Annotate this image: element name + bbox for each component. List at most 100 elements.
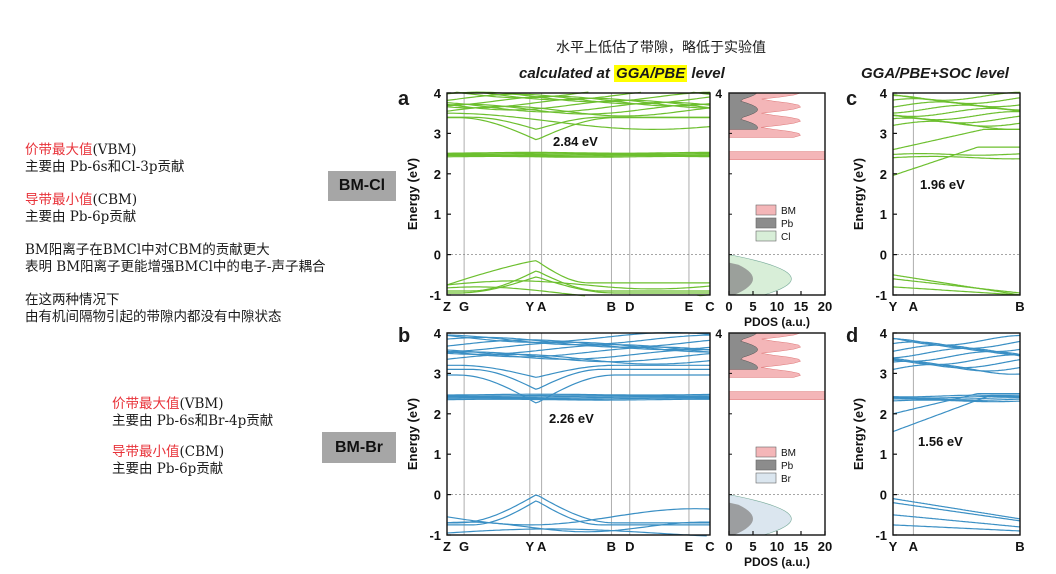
header-gga-pbe: calculated at GGA/PBE level <box>519 65 725 82</box>
band-line <box>892 354 1021 366</box>
pdos-bm-flat <box>728 391 826 400</box>
top-note: 水平上低估了带隙，略低于实验值 <box>556 40 766 56</box>
header-prefix: calculated at <box>519 65 615 82</box>
panel-label-d: d <box>846 325 859 347</box>
kpoint-label: G <box>459 299 469 314</box>
y-tick-label: -1 <box>429 528 441 543</box>
band-line <box>447 334 710 346</box>
band-line <box>447 116 710 130</box>
band-line <box>447 393 711 396</box>
y-tick-label: 2 <box>434 407 441 422</box>
y-tick-label: 0 <box>434 488 441 503</box>
x-tick-label: 20 <box>818 539 832 554</box>
cbm-title-br: 导带最小值 <box>112 444 180 460</box>
band-line <box>892 498 1021 520</box>
band-line <box>447 368 710 390</box>
cbm-desc-br: 主要由 Pb-6p贡献 <box>112 461 224 477</box>
legend-swatch <box>755 230 777 242</box>
band-line <box>446 280 711 290</box>
plot-frame <box>892 92 1021 296</box>
vbm-title-br: 价带最大值 <box>112 396 180 412</box>
legend-swatch <box>755 446 777 458</box>
lower-notes: 价带最大值(VBM) 主要由 Pb-6s和Br-4p贡献 导带最小值(CBM) … <box>112 396 273 478</box>
pdos-pb-valence <box>729 502 753 535</box>
kpoint-label: C <box>705 299 715 314</box>
band-line <box>447 396 711 399</box>
band-line <box>892 146 1020 176</box>
legend-swatch <box>755 459 777 471</box>
x-tick-label: 20 <box>818 299 832 314</box>
left-notes: 价带最大值(VBM) 主要由 Pb-6s和Cl-3p贡献 导带最小值(CBM) … <box>25 142 326 326</box>
legend-label: BM <box>781 206 796 217</box>
cbm-desc: 主要由 Pb-6p贡献 <box>25 209 137 225</box>
y-tick-label: -1 <box>875 528 887 543</box>
band-line <box>447 276 710 294</box>
x-tick-label: 5 <box>749 299 756 314</box>
band-line <box>892 344 1020 356</box>
y-tick-label: 4 <box>880 326 888 341</box>
vbm-title: 价带最大值 <box>25 142 93 158</box>
x-tick-label: 15 <box>794 539 808 554</box>
band-line <box>892 363 1021 375</box>
band-line <box>446 344 711 355</box>
kpoint-label: Z <box>443 299 451 314</box>
x-axis-label: PDOS (a.u.) <box>744 555 810 569</box>
band-line <box>446 339 711 351</box>
y-tick-label: 2 <box>434 167 441 182</box>
pdos-panel-a-pdos: 0 5 10 15 20 PDOS (a.u.) BM Pb Cl 4 <box>715 87 832 329</box>
y-tick-label: 2 <box>880 407 887 422</box>
y-tick-label: 0 <box>880 488 887 503</box>
x-axis-label: PDOS (a.u.) <box>744 315 810 329</box>
band-line <box>447 364 710 378</box>
y-tick-label: 4 <box>434 326 442 341</box>
gap-annotation-a: 2.84 eV <box>553 134 598 149</box>
x-tick-label: 10 <box>770 539 784 554</box>
legend-swatch <box>755 217 777 229</box>
plot-frame <box>446 332 711 536</box>
kpoint-label: Y <box>889 539 898 554</box>
band-line <box>892 128 1020 151</box>
band-line <box>446 103 711 115</box>
x-tick-label: 15 <box>794 299 808 314</box>
band-line <box>892 274 1021 296</box>
band-line <box>447 112 711 130</box>
y-tick-label: 0 <box>434 248 441 263</box>
y-tick-label: 4 <box>434 86 442 101</box>
legend-label: Pb <box>781 461 794 472</box>
band-line <box>447 395 710 398</box>
x-tick-label: 0 <box>725 299 732 314</box>
panel-label-c: c <box>846 88 858 110</box>
y-tick-label: -1 <box>875 288 887 303</box>
band-line <box>446 95 711 107</box>
y-tick-label: 3 <box>880 366 887 381</box>
para2-line2: 由有机间隔物引起的带隙内都没有中隙状态 <box>25 309 282 325</box>
y-tick-label: 3 <box>434 126 441 141</box>
band-line <box>447 494 710 524</box>
band-line <box>892 502 1021 522</box>
band-line <box>892 153 1020 156</box>
x-tick-label: 10 <box>770 299 784 314</box>
y-tick-label: 4 <box>880 86 888 101</box>
band-panel-d: -1 0 1 2 3 4 Energy (eV) Y A B <box>851 326 1025 554</box>
band-line <box>892 91 1021 101</box>
legend-label: Br <box>781 474 792 485</box>
band-line <box>892 338 1021 350</box>
band-line <box>446 260 710 286</box>
tag-bm-cl: BM-Cl <box>328 171 396 201</box>
band-line <box>447 151 710 154</box>
kpoint-label: D <box>625 539 634 554</box>
band-line <box>446 351 711 363</box>
band-line <box>892 334 1020 346</box>
legend-swatch <box>755 472 777 484</box>
pdos-bm-flat <box>728 151 826 160</box>
cbm-title: 导带最小值 <box>25 192 93 208</box>
gap-annotation-b: 2.26 eV <box>549 411 594 426</box>
pdos-pb-valence <box>729 262 753 295</box>
header-soc: GGA/PBE+SOC level <box>861 65 1009 82</box>
para1-line1: BM阳离子在BMCl中对CBM的贡献更大 <box>25 242 270 258</box>
band-line <box>446 394 711 397</box>
kpoint-label: B <box>607 539 616 554</box>
band-line <box>447 397 711 400</box>
kpoint-label: E <box>685 299 694 314</box>
kpoint-label: A <box>909 539 919 554</box>
